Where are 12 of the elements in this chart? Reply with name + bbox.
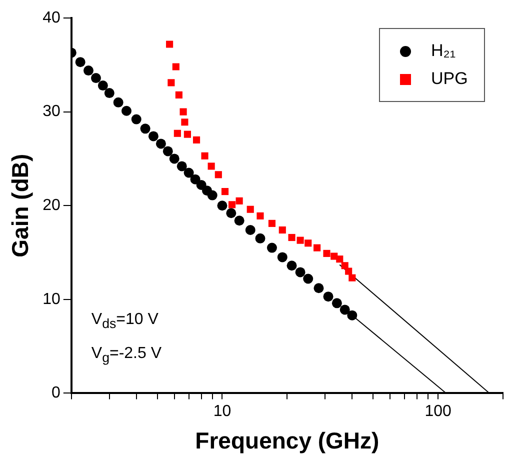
x-tick-label: 100 — [424, 403, 452, 420]
y-tick-label: 0 — [51, 384, 60, 402]
legend-label: H₂₁ — [431, 41, 456, 61]
y-axis-title: Gain (dB) — [7, 154, 34, 258]
y-tick-label: 10 — [42, 290, 60, 308]
y-tick-label: 30 — [42, 103, 60, 120]
y-tick-label: 40 — [42, 9, 60, 26]
annotation: V$_{ds}$=10 V — [91, 310, 160, 334]
annotation: V$_{g}$=-2.5 V — [91, 344, 162, 368]
y-tick-label: 20 — [42, 197, 60, 214]
x-axis-title: Frequency (GHz) — [195, 428, 380, 454]
legend-label: UPG — [431, 69, 468, 89]
